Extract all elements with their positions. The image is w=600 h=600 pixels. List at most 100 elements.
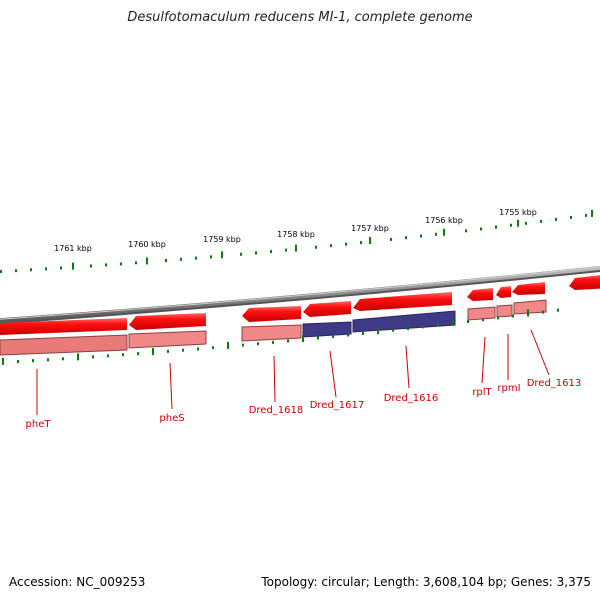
major-tick xyxy=(77,353,79,361)
minor-tick xyxy=(557,308,559,312)
gene-label: rpmI xyxy=(497,383,520,394)
gene-label: Dred_1617 xyxy=(310,400,365,411)
minor-tick xyxy=(255,251,257,255)
kbp-label: 1761 kbp xyxy=(54,244,92,253)
minor-tick xyxy=(362,331,364,335)
major-tick xyxy=(591,209,593,217)
gene-labels: pheT pheS Dred_1618 Dred_1617 Dred_1616 … xyxy=(26,378,582,430)
minor-tick xyxy=(105,263,107,267)
leader-Dred-1618 xyxy=(273,355,276,403)
inner-tick-ruler xyxy=(2,308,559,365)
kbp-label: 1755 kbp xyxy=(499,208,537,217)
minor-tick xyxy=(180,257,182,261)
minor-tick xyxy=(332,335,334,339)
major-tick xyxy=(221,251,223,259)
leader-Dred-1617 xyxy=(329,350,337,398)
minor-tick xyxy=(495,225,497,229)
minor-tick xyxy=(525,221,527,225)
minor-tick xyxy=(542,310,544,314)
minor-tick xyxy=(540,219,542,223)
gene-label: pheT xyxy=(26,419,52,430)
major-tick xyxy=(152,348,154,356)
leader-Dred-1613 xyxy=(530,329,550,376)
minor-tick xyxy=(555,217,557,221)
gene-arrow-Dred-1616 xyxy=(353,292,452,311)
minor-tick xyxy=(0,270,2,273)
major-tick xyxy=(302,335,304,343)
feature-pheS xyxy=(128,330,207,349)
major-tick xyxy=(443,228,445,236)
minor-tick xyxy=(405,236,407,240)
gene-label-leaders xyxy=(36,329,550,415)
outer-minor-ticks xyxy=(0,213,587,273)
gene-arrow-pheS xyxy=(129,313,206,330)
major-tick xyxy=(527,309,529,317)
minor-tick xyxy=(287,339,289,343)
minor-tick xyxy=(60,266,62,270)
major-tick xyxy=(517,219,519,227)
leader-pheS xyxy=(169,362,173,410)
gene-arrow-rpmI xyxy=(496,286,511,298)
accession-text: Accession: NC_009253 xyxy=(9,575,146,589)
minor-tick xyxy=(585,213,587,217)
minor-tick xyxy=(32,359,34,363)
minor-tick xyxy=(510,223,512,227)
minor-tick xyxy=(330,244,332,248)
gene-arrow-Dred-1618 xyxy=(242,306,301,322)
kbp-label: 1756 kbp xyxy=(425,216,463,225)
major-tick xyxy=(452,318,454,326)
major-tick xyxy=(227,341,229,349)
minor-tick xyxy=(107,354,109,358)
major-tick xyxy=(2,357,4,365)
gene-arrow-Dred-1617 xyxy=(303,301,351,317)
feature-track xyxy=(0,299,547,356)
minor-tick xyxy=(272,340,274,344)
feature-Dred-1616 xyxy=(352,310,456,333)
minor-tick xyxy=(47,358,49,362)
gene-arrow-next xyxy=(569,275,600,290)
minor-tick xyxy=(407,327,409,331)
minor-tick xyxy=(17,360,19,364)
minor-tick xyxy=(480,227,482,231)
minor-tick xyxy=(167,349,169,353)
minor-tick xyxy=(512,314,514,318)
minor-tick xyxy=(360,241,362,245)
gene-arrow-pheT xyxy=(0,318,127,335)
gene-label: Dred_1613 xyxy=(527,378,582,389)
minor-tick xyxy=(482,318,484,322)
kbp-label: 1757 kbp xyxy=(351,224,389,233)
map-title: Desulfotomaculum reducens MI-1, complete… xyxy=(127,10,473,25)
feature-Dred-1617 xyxy=(302,321,352,338)
minor-tick xyxy=(345,242,347,246)
minor-tick xyxy=(497,316,499,320)
leader-Dred-1616 xyxy=(405,345,410,389)
minor-tick xyxy=(182,348,184,352)
minor-tick xyxy=(197,347,199,351)
minor-tick xyxy=(195,256,197,260)
leader-rplT xyxy=(481,336,486,384)
feature-rplT xyxy=(467,306,496,321)
gene-arrow-Dred-1613 xyxy=(512,282,545,295)
minor-tick xyxy=(135,261,137,265)
major-tick xyxy=(295,244,297,252)
kbp-labels: 1761 kbp 1760 kbp 1759 kbp 1758 kbp 1757… xyxy=(54,208,537,253)
minor-tick xyxy=(240,252,242,256)
gene-arrow-rplT xyxy=(467,288,493,301)
gene-track xyxy=(0,275,600,335)
outer-major-ticks xyxy=(72,209,593,270)
gene-label: rplT xyxy=(472,387,492,398)
gene-label: Dred_1618 xyxy=(249,405,304,416)
minor-tick xyxy=(285,248,287,252)
major-tick xyxy=(377,327,379,335)
minor-tick xyxy=(570,215,572,219)
minor-tick xyxy=(92,355,94,359)
minor-tick xyxy=(420,234,422,238)
kbp-label: 1758 kbp xyxy=(277,230,315,239)
minor-tick xyxy=(437,323,439,327)
kbp-label: 1759 kbp xyxy=(203,235,241,244)
major-tick xyxy=(369,237,371,245)
minor-tick xyxy=(210,255,212,259)
minor-tick xyxy=(390,237,392,241)
minor-tick xyxy=(212,346,214,350)
